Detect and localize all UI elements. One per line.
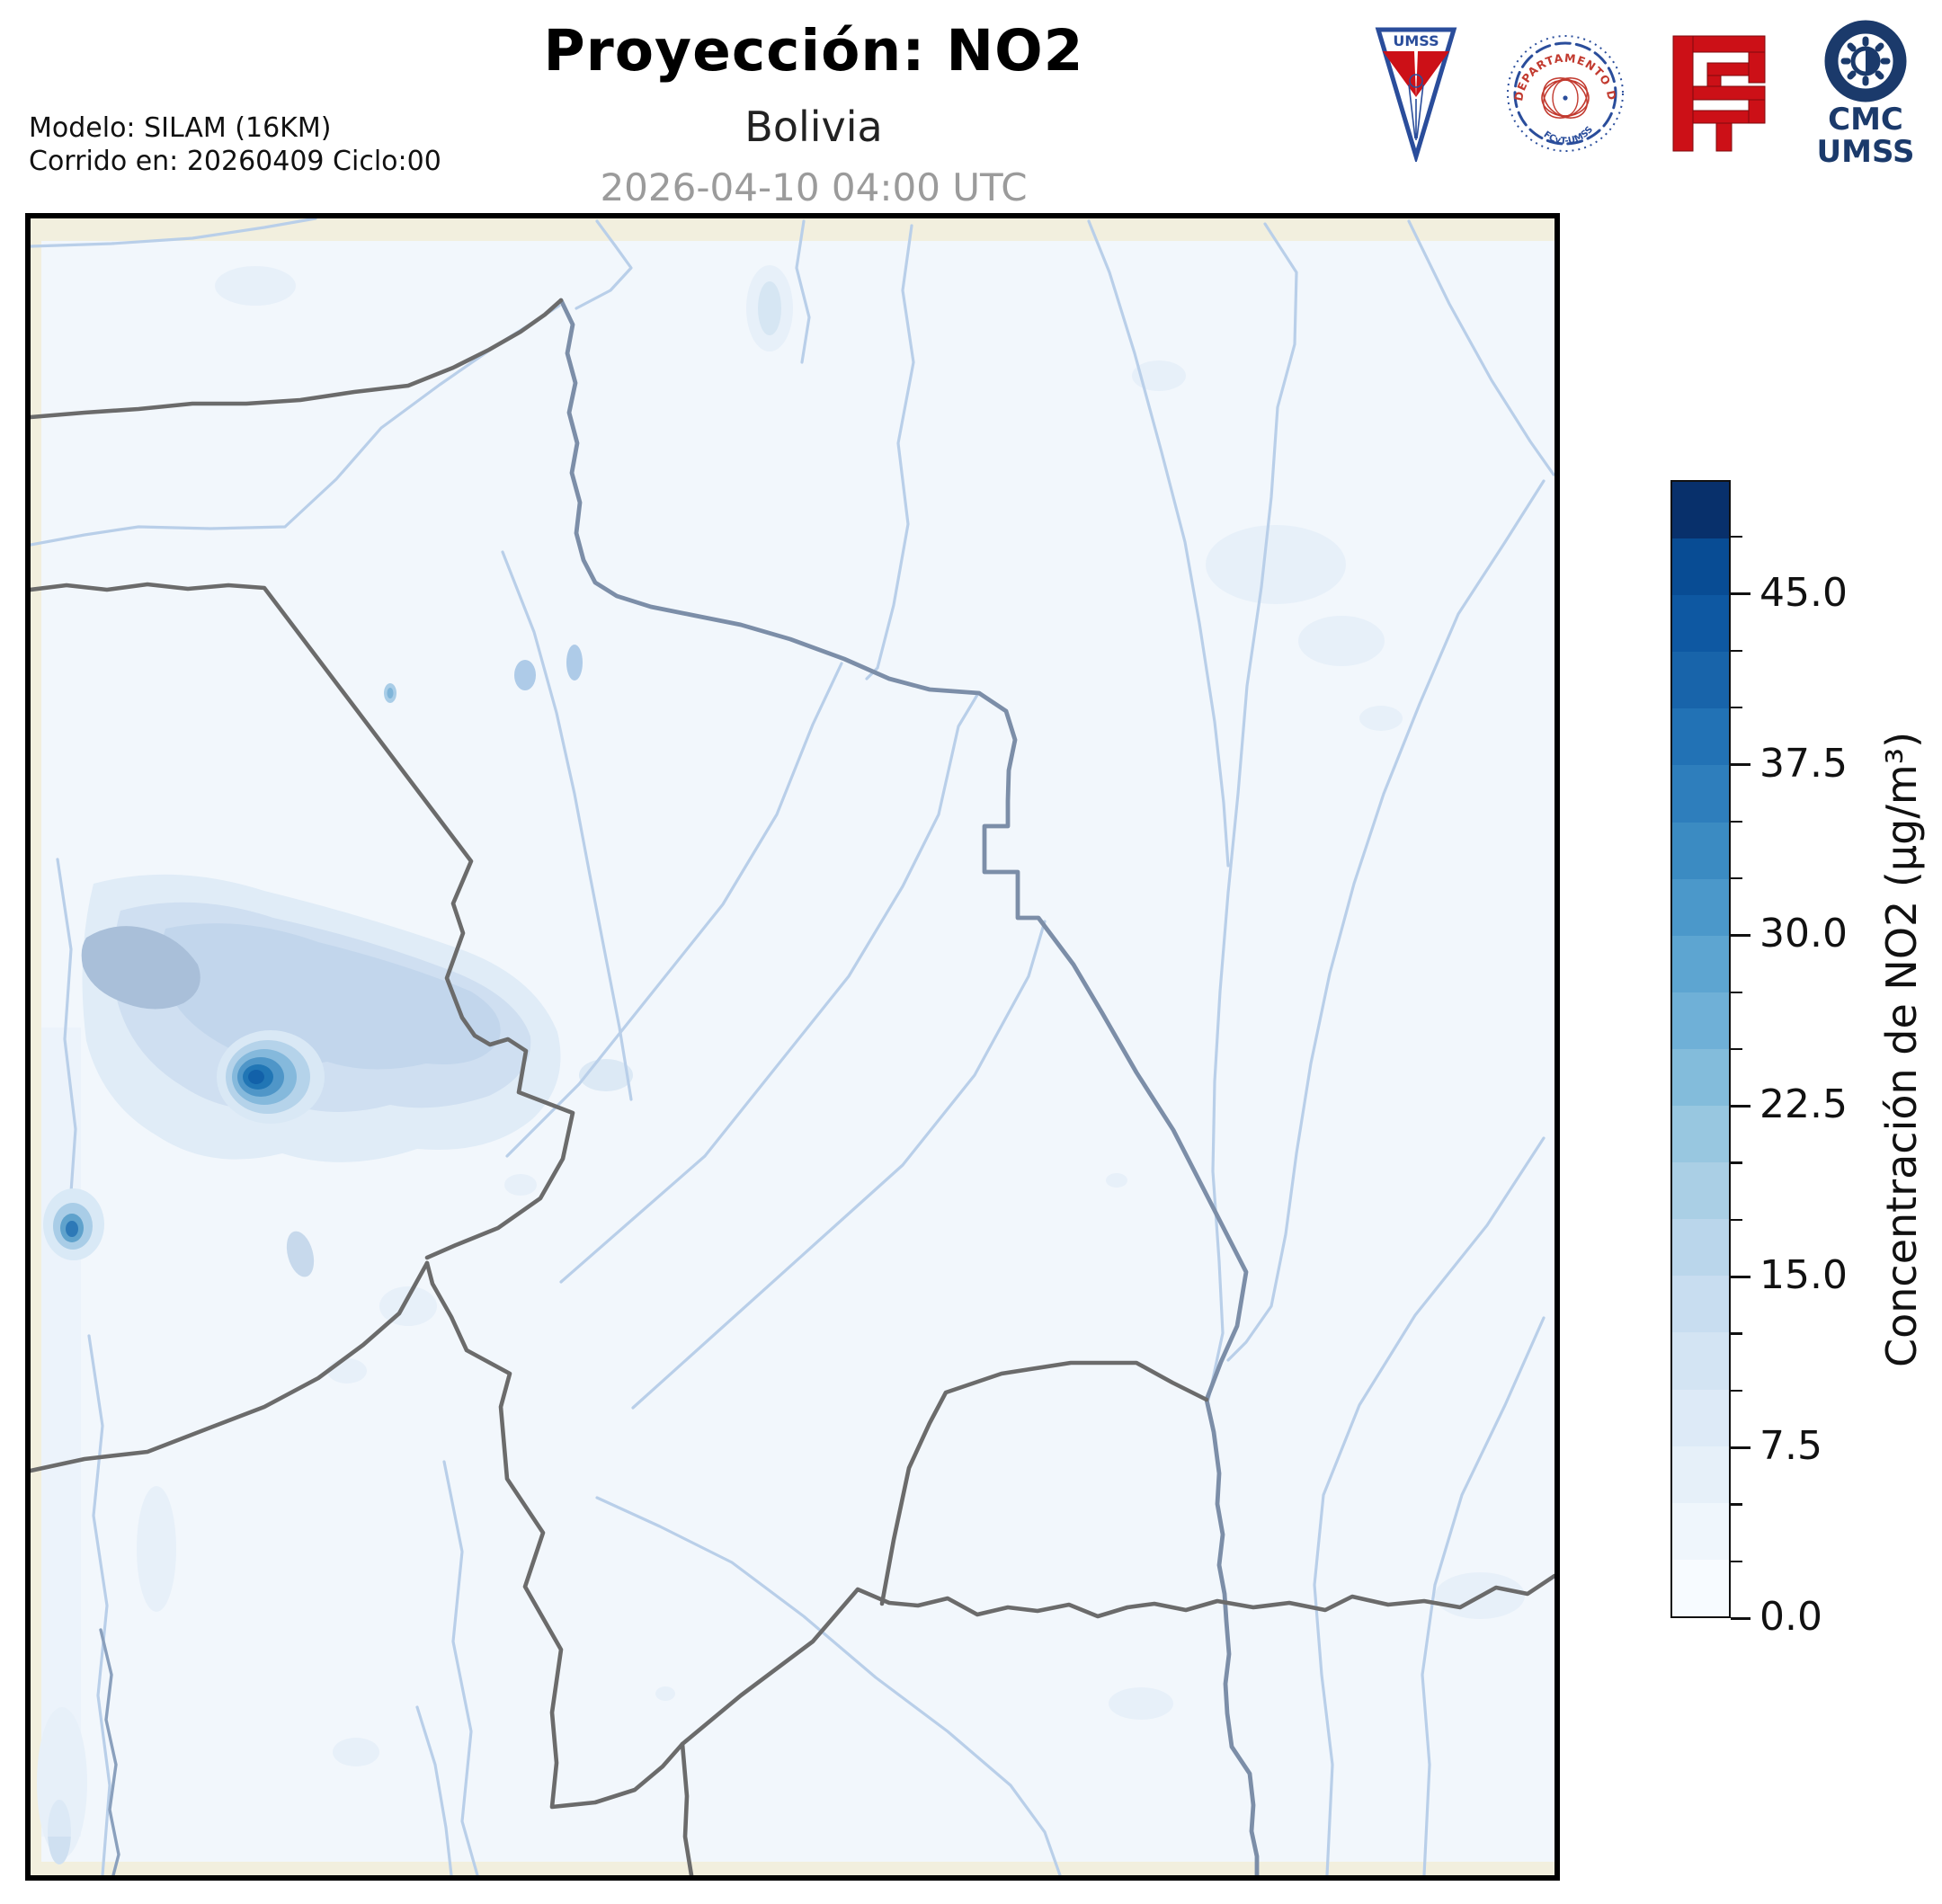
- colorbar-tick-label: 7.5: [1759, 1423, 1822, 1470]
- fisica-seal-arc-text: DEPARTAMENTO DE FÍSICA: [1502, 26, 1618, 102]
- colorbar-minor-tick: [1731, 1047, 1742, 1051]
- logo-row: UMSS DEPARTAMENTO DE FÍSICA FCyT-UMSS: [1373, 13, 1918, 174]
- umss-pennant-text: UMSS: [1393, 32, 1439, 49]
- colorbar-major-tick: [1731, 933, 1750, 937]
- colorbar-minor-tick: [1731, 1218, 1742, 1222]
- no2-hotspot-primary: [217, 1030, 325, 1124]
- valid-time-label: 2026-04-10 04:00 UTC: [600, 165, 1028, 209]
- border-rivers: [558, 298, 1260, 1875]
- map-canvas: [31, 218, 1554, 1875]
- colorbar-minor-tick: [1731, 649, 1742, 653]
- colorbar-minor-tick: [1731, 1560, 1742, 1562]
- colorbar-major-tick: [1731, 592, 1750, 596]
- colorbar-tick-label: 22.5: [1759, 1081, 1848, 1128]
- rivers-dark: [99, 1628, 120, 1875]
- colorbar-tick-label: 0.0: [1759, 1594, 1822, 1640]
- colorbar-minor-tick: [1731, 820, 1742, 823]
- colorbar-tick-label: 15.0: [1759, 1252, 1848, 1299]
- no2-hotspot-secondary: [43, 1188, 104, 1260]
- colorbar-major-tick: [1731, 1104, 1750, 1108]
- svg-text:DEPARTAMENTO DE FÍSICA: DEPARTAMENTO DE FÍSICA: [1502, 26, 1619, 102]
- model-info-line1: Modelo: SILAM (16KM): [29, 112, 332, 144]
- colorbar-minor-tick: [1731, 1503, 1742, 1506]
- colorbar: 0.0 7.5 15.0 22.5 30.0 37.5 45.0: [1670, 480, 1940, 1637]
- colorbar-axis-label: Concentración de NO2 (µg/m³): [1877, 731, 1926, 1367]
- cmc-umss-text: UMSS: [1817, 134, 1915, 169]
- lake-titicaca: [81, 926, 200, 1010]
- colorbar-major-tick: [1731, 1616, 1750, 1620]
- svg-text:FCyT-UMSS: FCyT-UMSS: [1542, 125, 1596, 147]
- fisica-seal-logo: DEPARTAMENTO DE FÍSICA FCyT-UMSS: [1502, 26, 1624, 152]
- fcyt-red-logo: [1672, 35, 1766, 152]
- colorbar-minor-tick: [1731, 876, 1742, 880]
- colorbar-major-tick: [1731, 1446, 1750, 1449]
- colorbar-minor-tick: [1731, 991, 1742, 993]
- colorbar-minor-tick: [1731, 707, 1742, 709]
- colorbar-tick-label: 30.0: [1759, 911, 1848, 957]
- colorbar-major-tick: [1731, 763, 1750, 766]
- colorbar-major-tick: [1731, 1275, 1750, 1278]
- fisica-seal-bottom-text: FCyT-UMSS: [1542, 125, 1596, 147]
- region-subtitle: Bolivia: [744, 102, 883, 151]
- no2-plume-titicaca: [81, 874, 633, 1277]
- colorbar-tick-label: 45.0: [1759, 569, 1848, 616]
- model-info-line2: Corrido en: 20260409 Ciclo:00: [29, 146, 441, 177]
- colorbar-minor-tick: [1731, 1161, 1742, 1164]
- no2-hotspot-small: [384, 683, 396, 703]
- model-info: Modelo: SILAM (16KM) Corrido en: 2026040…: [29, 111, 441, 178]
- colorbar-minor-tick: [1731, 1332, 1742, 1335]
- map-frame: [25, 213, 1560, 1881]
- page-title: Proyección: NO2: [543, 18, 1084, 84]
- colorbar-minor-tick: [1731, 1389, 1742, 1392]
- cmc-text: CMC: [1828, 102, 1903, 138]
- cmc-umss-logo: CMC UMSS: [1817, 20, 1915, 169]
- colorbar-gradient: [1670, 480, 1731, 1618]
- national-borders: [31, 298, 1554, 1875]
- small-lakes: [514, 645, 583, 690]
- lake-poopo: [286, 1231, 315, 1277]
- rivers: [31, 218, 1554, 1875]
- colorbar-tick-label: 37.5: [1759, 740, 1848, 787]
- umss-pennant-logo: UMSS: [1375, 27, 1457, 162]
- colorbar-minor-tick: [1731, 536, 1742, 538]
